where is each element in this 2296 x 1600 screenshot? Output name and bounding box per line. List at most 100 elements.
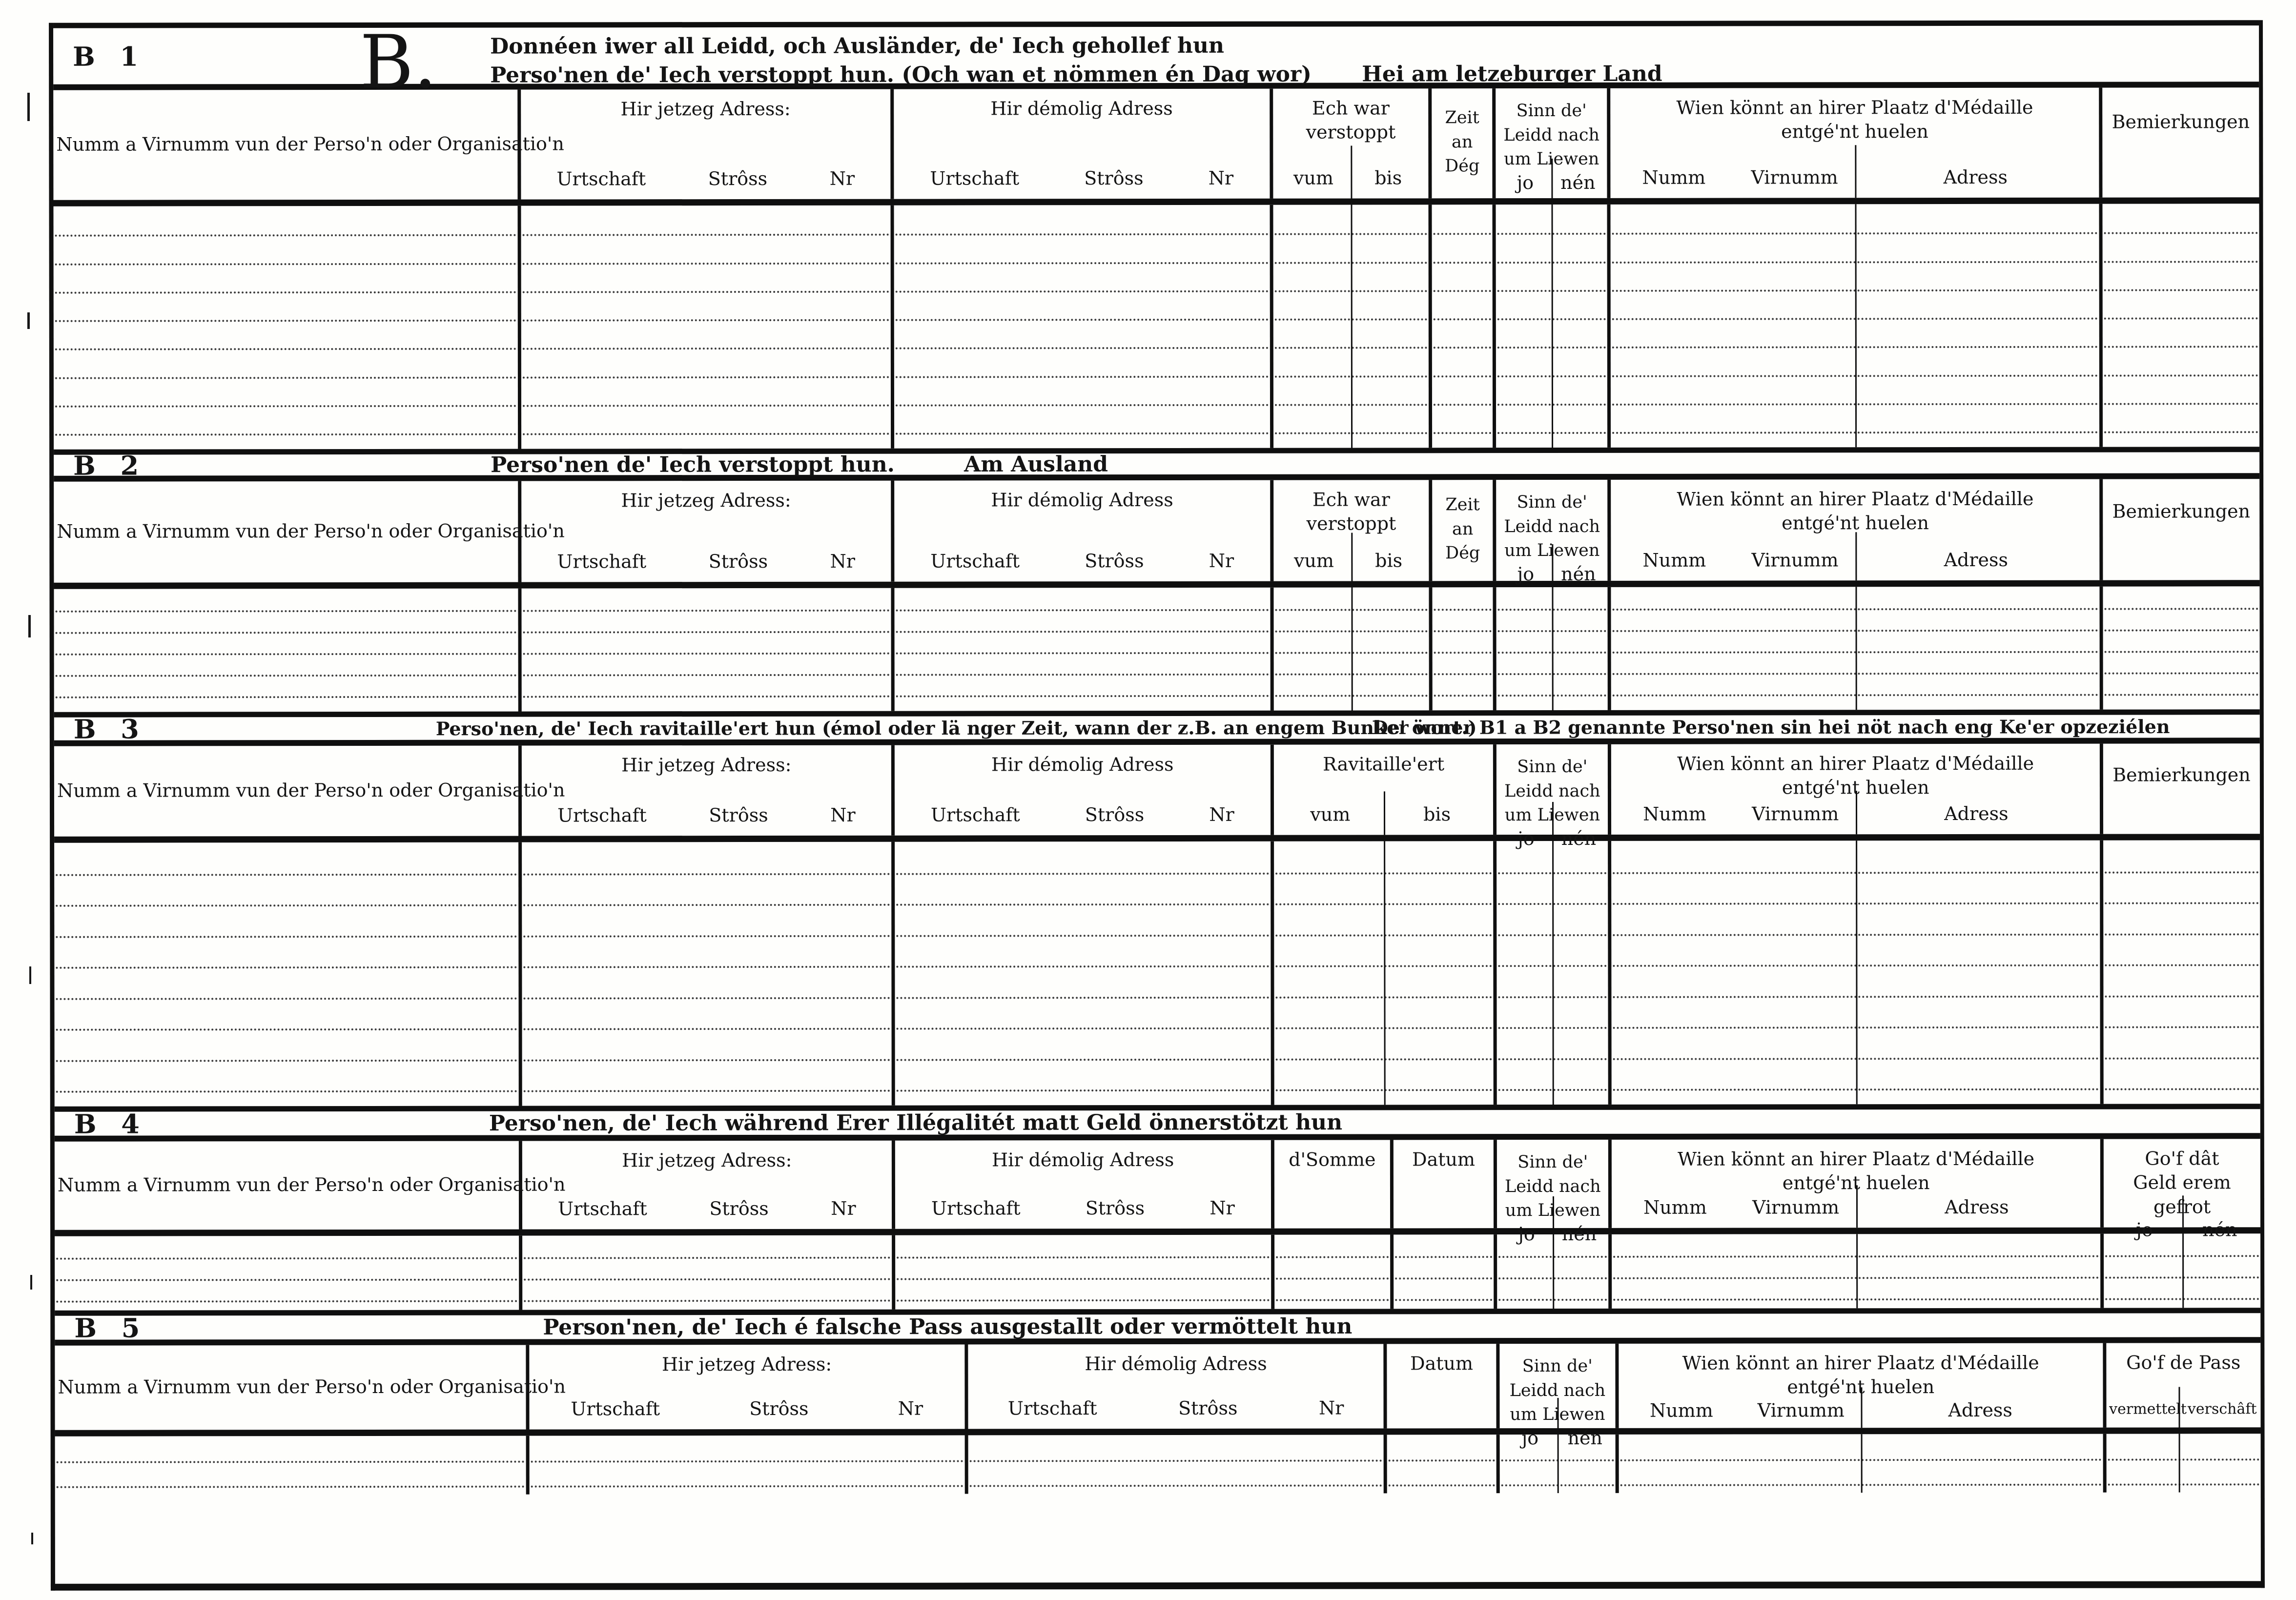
divider [1351, 587, 1353, 711]
blank-entry-line [2105, 997, 2259, 1028]
blank-entry-line [895, 320, 1269, 349]
divider [2178, 1434, 2181, 1493]
entry-column [2103, 586, 2260, 709]
entry-column [1611, 840, 2104, 1105]
blank-entry-line [531, 1462, 964, 1488]
col-header-still-alive: Sinn de' Leidd nach um Liewen jo nén [1496, 88, 1611, 199]
blank-entry-line [2105, 935, 2259, 966]
divider [1351, 533, 1353, 581]
big-letter-b: B. [360, 20, 437, 105]
section-b3: B 3 Perso'nen, de' Iech ravitaille'ert h… [54, 709, 2260, 1107]
col-header-remarks: Bemierkungen [2112, 500, 2251, 522]
section-b1-title-suffix: Hei am letzeburger Land [1362, 61, 1662, 87]
entry-column [55, 1436, 530, 1495]
blank-entry-line [55, 407, 517, 436]
blank-entry-line [523, 406, 889, 435]
blank-entry-line [1434, 654, 1492, 676]
blank-entry-line [896, 589, 1269, 612]
divider [1551, 159, 1553, 199]
entry-column [894, 205, 1274, 449]
blank-entry-line [524, 1237, 890, 1259]
entry-column [54, 842, 522, 1107]
blank-entry-line [524, 1280, 890, 1302]
col-header-money-reclaimed: Go'f dât Geld erem gefrot jo nén [2104, 1139, 2260, 1240]
col-header-pass-outcome: Go'f de Pass vermettelt verschâft [2106, 1343, 2261, 1428]
blank-entry-line [1434, 377, 1492, 406]
section-b1-title-line1: Donnéen iwer all Leidd, och Ausländer, d… [490, 33, 1224, 59]
blank-entry-line [1434, 349, 1492, 377]
scan-artifact [27, 312, 30, 329]
section-b2-title: Perso'nen de' Iech verstoppt hun. [491, 451, 895, 477]
section-b4-id: B 4 [74, 1108, 147, 1140]
entry-column [2106, 1434, 2261, 1493]
col-header-medal-recipient: Wien könnt an hirer Plaatz d'Médaille en… [1619, 1343, 2107, 1428]
col-header-medal-recipient: Wien könnt an hirer Plaatz d'Médaille en… [1611, 743, 2104, 835]
section-b5: B 5 Person'nen, de' Iech é falsche Pass … [55, 1308, 2261, 1495]
divider [1551, 205, 1554, 448]
blank-entry-line [55, 378, 517, 408]
col-header-medal-recipient: Wien könnt an hirer Plaatz d'Médaille en… [1610, 87, 2103, 198]
section-b2-header-row: Numm a Virnumm vun der Perso'n oder Orga… [54, 479, 2260, 589]
blank-entry-line [1395, 1236, 1493, 1258]
blank-entry-line [56, 1437, 525, 1463]
blank-entry-line [1389, 1436, 1495, 1462]
blank-entry-line [55, 321, 516, 351]
col-header-date: Datum [1393, 1140, 1497, 1229]
divider [1383, 841, 1386, 1105]
col-header-name: Numm a Virnumm vun der Perso'n oder Orga… [54, 481, 565, 583]
blank-entry-line [55, 676, 517, 698]
col-header-date: Datum [1387, 1344, 1500, 1429]
blank-entry-line [895, 377, 1269, 407]
scan-artifact [31, 1533, 33, 1544]
divider [1861, 1387, 1863, 1428]
entry-column [1432, 205, 1496, 448]
blank-entry-line [55, 207, 516, 237]
address-subheaders: Urtschaft Strôss Nr [558, 1197, 856, 1220]
blank-entry-line [2105, 1028, 2259, 1060]
entry-column [55, 1235, 523, 1311]
entry-column [1273, 205, 1433, 448]
blank-entry-line [2105, 842, 2259, 874]
blank-entry-line [2105, 873, 2259, 904]
blank-entry-line [523, 633, 890, 655]
blank-entry-line [1434, 675, 1492, 697]
blank-entry-line [1434, 320, 1492, 349]
col-header-name: Numm a Virnumm vun der Perso'n oder Orga… [55, 1345, 566, 1430]
col-header-remarks: Bemierkungen [2112, 764, 2251, 786]
form-table: B 1 B. Donnéen iwer all Leidd, och Auslä… [49, 20, 2265, 1591]
section-b4-title: Perso'nen, de' Iech während Erer Illégal… [489, 1109, 1343, 1136]
divider [1351, 145, 1353, 199]
blank-entry-line [896, 874, 1270, 906]
section-b2-entries [54, 586, 2259, 712]
entry-column [521, 205, 894, 449]
blank-entry-line [523, 937, 890, 968]
address-subheaders: Urtschaft Strôss Nr [557, 550, 856, 573]
blank-entry-line [1433, 235, 1492, 264]
address-subheaders: Urtschaft Strôss Nr [930, 167, 1234, 189]
blank-entry-line [895, 206, 1269, 236]
divider [1552, 544, 1554, 581]
entry-column [968, 1435, 1388, 1494]
blank-entry-line [896, 1029, 1270, 1061]
scan-artifact [27, 93, 30, 121]
col-header-still-alive: Sinn de' Leidd nach um Liewen jo nén [1496, 744, 1612, 849]
blank-entry-line [55, 655, 517, 677]
section-b1-title: Donnéen iwer all Leidd, och Ausländer, d… [490, 31, 1662, 90]
section-b5-header-row: Numm a Virnumm vun der Perso'n oder Orga… [55, 1343, 2261, 1449]
blank-entry-line [1389, 1461, 1495, 1487]
blank-entry-line [523, 1029, 890, 1062]
section-b1-entries [53, 204, 2259, 450]
blank-entry-line [523, 676, 890, 698]
col-header-supplied-period: Ravitaille'ert vum bis [1273, 744, 1497, 835]
section-b1-title-line2: Perso'nen de' Iech verstoppt hun. (Och w… [490, 62, 1312, 88]
col-header-former-address: Hir démolig Adress Urtschaft Strôss Nr [894, 480, 1274, 582]
blank-entry-line [2104, 262, 2258, 291]
entry-column [529, 1435, 968, 1495]
address-subheaders: Urtschaft Strôss Nr [571, 1397, 923, 1420]
entry-column [1610, 204, 2103, 448]
blank-entry-line [522, 235, 889, 265]
blank-entry-line [1395, 1258, 1493, 1280]
scan-artifact [30, 1275, 32, 1290]
entry-column [522, 841, 895, 1106]
col-header-medal-recipient: Wien könnt an hirer Plaatz d'Médaille en… [1612, 1139, 2104, 1228]
